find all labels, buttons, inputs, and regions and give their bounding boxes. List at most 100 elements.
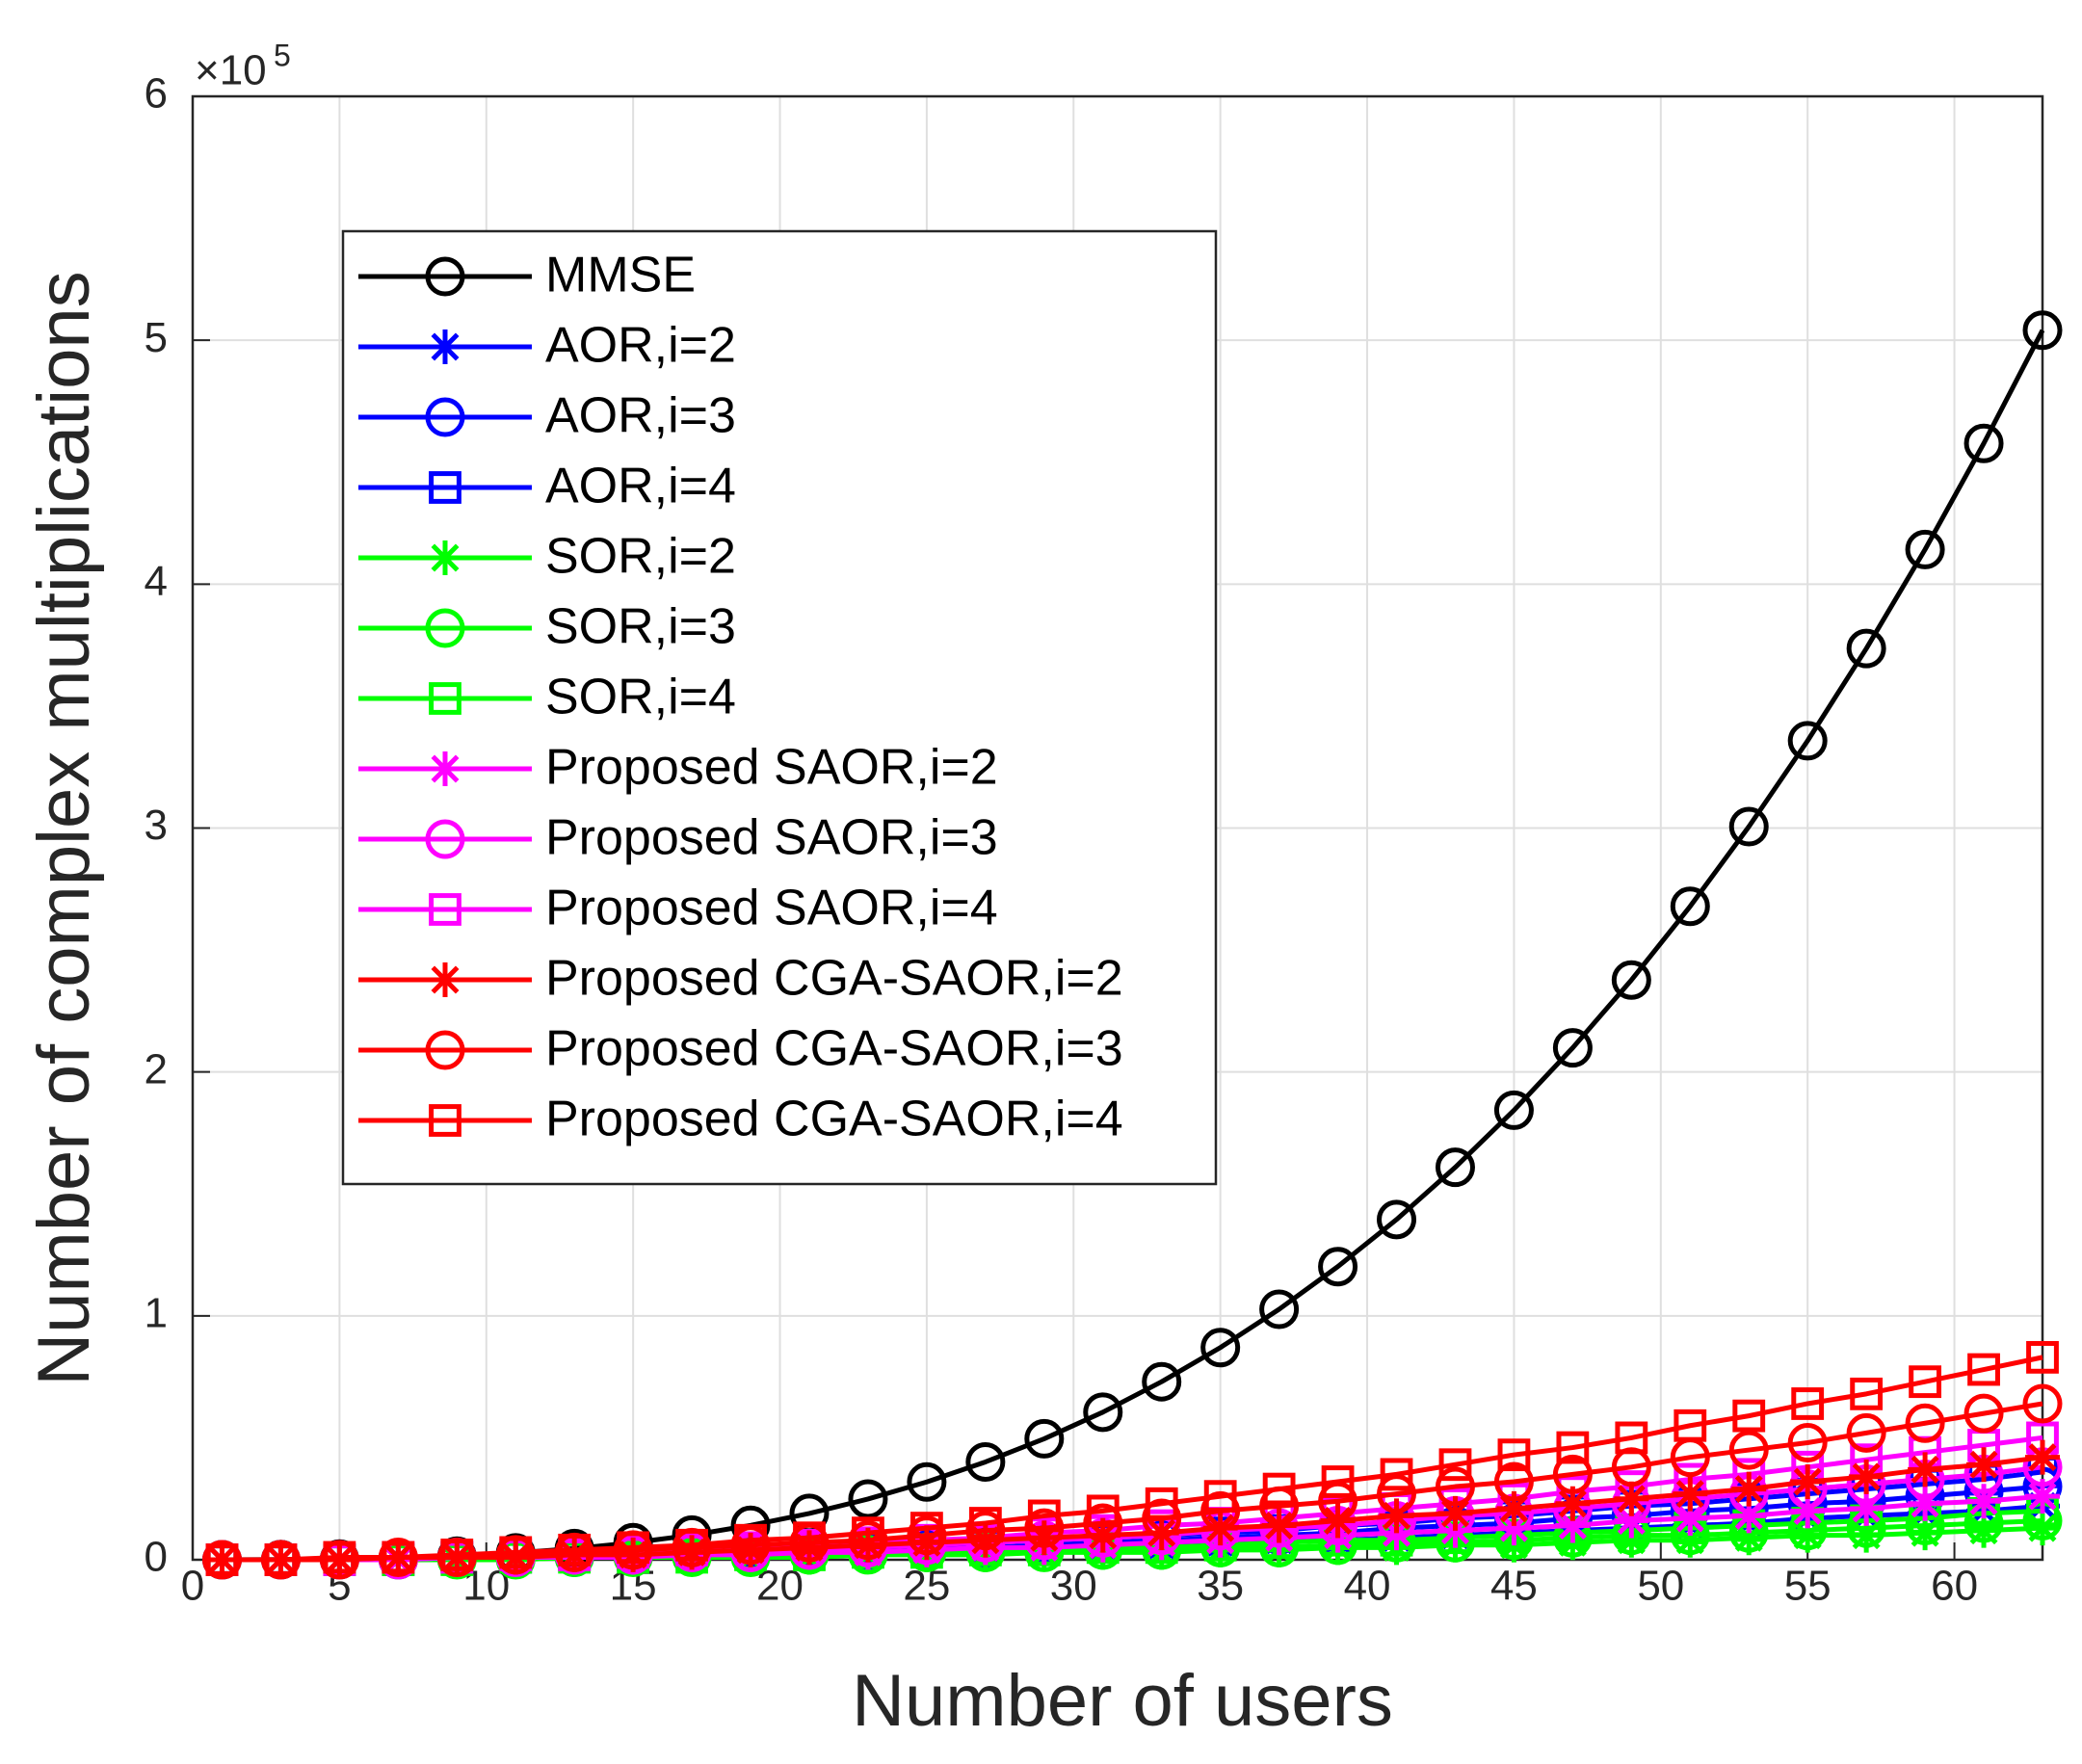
data-point [1728, 806, 1769, 847]
data-point [848, 1520, 888, 1561]
data-point [1024, 1418, 1065, 1459]
data-point [1496, 1490, 1532, 1526]
legend-label: Proposed SAOR,i=4 [545, 881, 998, 936]
data-point [1142, 1498, 1182, 1539]
x-tick-label: 55 [1784, 1563, 1832, 1610]
data-point [1321, 1465, 1355, 1498]
data-point [1435, 1147, 1475, 1188]
data-point [2026, 1340, 2059, 1374]
data-point [1380, 1458, 1413, 1491]
data-point [616, 1537, 651, 1572]
data-point [1963, 423, 2004, 463]
y-tick-label: 3 [145, 802, 168, 849]
data-point [1615, 1421, 1648, 1455]
data-point [1670, 886, 1710, 927]
data-point [848, 1479, 888, 1519]
legend-marker [429, 1104, 461, 1137]
data-point [968, 1507, 1002, 1540]
data-point [675, 1528, 708, 1562]
data-point [1318, 1247, 1358, 1287]
legend-marker [429, 893, 461, 926]
y-multiplier-exponent: 5 [274, 38, 291, 72]
data-point [1203, 1480, 1237, 1514]
data-point [2025, 1479, 2060, 1514]
data-point [967, 1522, 1003, 1558]
data-point [1849, 1459, 1884, 1494]
data-point [1614, 1522, 1649, 1558]
x-tick-label: 40 [1344, 1563, 1391, 1610]
data-point [264, 1543, 298, 1576]
data-point [1905, 1403, 1945, 1443]
data-point [907, 1515, 947, 1556]
legend-marker [428, 329, 462, 364]
data-point [440, 1539, 474, 1571]
data-point [323, 1540, 356, 1574]
y-tick-label: 0 [145, 1534, 168, 1581]
data-point [382, 1540, 415, 1574]
data-point [1732, 1399, 1766, 1433]
legend-marker [425, 397, 465, 437]
series-line [222, 1401, 2043, 1563]
data-point [1963, 1393, 2004, 1434]
y-tick-label: 5 [145, 314, 168, 361]
data-point [1905, 529, 1945, 569]
data-point [499, 1536, 533, 1569]
legend-marker [428, 751, 462, 786]
legend-marker [428, 962, 462, 997]
data-point [1493, 1461, 1534, 1502]
data-point [558, 1533, 592, 1567]
data-point [1555, 1486, 1591, 1521]
legend-marker [425, 256, 465, 297]
data-point [1731, 1498, 1767, 1534]
legend-label: Proposed CGA-SAOR,i=4 [545, 1092, 1123, 1147]
data-point [557, 1537, 593, 1572]
data-point [1259, 1289, 1300, 1330]
data-point [2022, 310, 2063, 351]
data-point [1083, 1392, 1123, 1433]
legend-marker [428, 540, 462, 575]
data-point [1438, 1448, 1472, 1482]
data-point [1966, 1484, 2002, 1519]
y-tick-label: 4 [145, 558, 168, 605]
data-point [1144, 1515, 1179, 1551]
data-point [1849, 1490, 1884, 1526]
data-point [1027, 1499, 1061, 1533]
legend-label: SOR,i=3 [545, 599, 736, 655]
legend-marker [425, 608, 465, 648]
data-point [1614, 1481, 1649, 1516]
x-axis-label: Number of users [852, 1660, 1393, 1742]
data-point [792, 1530, 827, 1566]
data-point [910, 1512, 943, 1544]
data-point [1024, 1508, 1065, 1548]
legend-label: MMSE [545, 248, 696, 303]
data-point [2025, 1439, 2060, 1475]
x-tick-label: 50 [1637, 1563, 1684, 1610]
data-point [1379, 1498, 1414, 1534]
data-point [1086, 1494, 1120, 1528]
x-tick-label: 0 [181, 1563, 204, 1610]
data-point [1787, 721, 1828, 761]
data-point [1966, 1513, 2002, 1548]
data-point [1790, 1463, 1826, 1499]
data-point [793, 1521, 826, 1555]
data-point [1497, 1438, 1531, 1472]
data-point [1145, 1487, 1178, 1520]
data-point [907, 1461, 947, 1502]
legend-marker [429, 682, 461, 715]
data-point [852, 1516, 884, 1550]
series-line [222, 1355, 2043, 1563]
legend-label: Proposed SAOR,i=3 [545, 810, 998, 866]
data-point [205, 1543, 239, 1576]
data-point [1787, 1422, 1828, 1462]
data-point [1909, 1365, 1941, 1399]
data-point [1674, 1409, 1707, 1442]
legend-marker [425, 819, 465, 859]
data-point [1846, 628, 1886, 669]
data-point [1966, 1447, 2002, 1483]
data-point [1850, 1377, 1884, 1410]
legend-label: AOR,i=3 [545, 388, 736, 444]
y-axis-label: Number of complex multiplications [23, 271, 105, 1385]
legend-label: SOR,i=4 [545, 670, 736, 725]
